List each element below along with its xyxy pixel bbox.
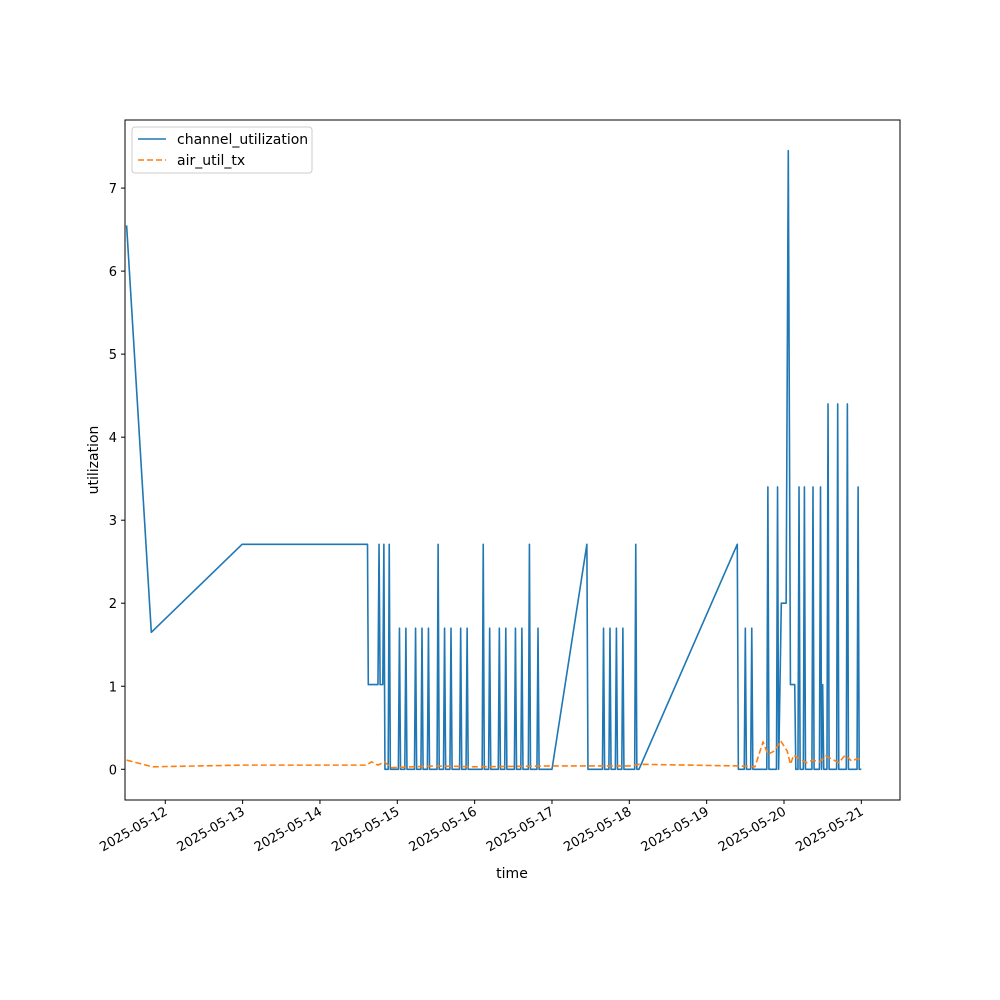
plot-frame	[124, 119, 901, 801]
x-tick-label: 2025-05-12	[97, 804, 170, 855]
x-tick-label: 2025-05-16	[407, 804, 480, 855]
y-tick-label: 0	[109, 763, 117, 778]
plot-area	[125, 120, 900, 800]
series-layer	[125, 149, 862, 771]
x-tick-label: 2025-05-14	[252, 804, 325, 855]
x-tick-label: 2025-05-13	[175, 804, 248, 855]
y-tick-label: 6	[109, 265, 117, 280]
y-tick-label: 1	[109, 680, 117, 695]
y-tick-label: 3	[109, 514, 117, 529]
y-tick-label: 4	[109, 431, 117, 446]
y-axis-label: utilization	[86, 426, 102, 495]
legend-label-channel-utilization: channel_utilization	[177, 132, 308, 148]
x-tick-label: 2025-05-19	[639, 804, 712, 855]
x-tick-label: 2025-05-17	[484, 804, 557, 855]
x-tick-label: 2025-05-15	[329, 804, 402, 855]
series-line-air-util-tx	[126, 740, 862, 769]
y-tick-label: 2	[109, 597, 117, 612]
y-tick-label: 7	[109, 182, 117, 197]
y-tick-label: 5	[109, 348, 117, 363]
x-axis-ticks: 2025-05-12 2025-05-13 2025-05-14 2025-05-15…	[97, 800, 866, 855]
x-tick-label: 2025-05-20	[716, 804, 789, 855]
legend-label-air-util-tx: air_util_tx	[177, 153, 245, 169]
x-tick-label: 2025-05-18	[561, 804, 634, 855]
legend: channel_utilization air_util_tx	[131, 126, 313, 174]
y-axis-ticks: 0 1 2 3 4 5 6 7	[109, 182, 125, 778]
x-axis-label: time	[496, 866, 528, 882]
legend-box	[131, 126, 313, 174]
series-line-channel-utilization	[125, 149, 862, 771]
x-tick-label: 2025-05-21	[793, 804, 866, 855]
